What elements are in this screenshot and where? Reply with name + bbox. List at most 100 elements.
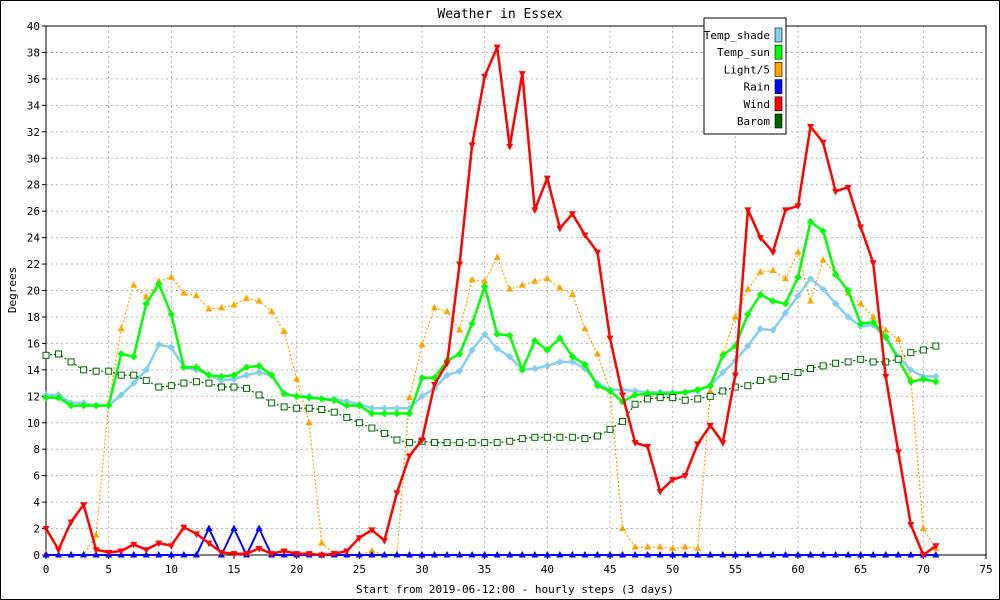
data-point-barom: [255, 391, 263, 399]
data-point-rain: [781, 551, 789, 558]
data-point-wind: [882, 373, 890, 381]
data-point-barom: [819, 362, 827, 370]
data-point-temp-sun: [230, 371, 238, 379]
data-point-wind: [343, 548, 351, 556]
data-point-wind: [468, 142, 476, 150]
data-point-barom: [807, 365, 815, 373]
data-point-barom: [205, 379, 213, 387]
series-line-light-5: [45, 251, 937, 556]
data-point-temp-sun: [205, 371, 213, 379]
data-point-wind: [543, 175, 551, 183]
data-point-rain: [744, 551, 752, 558]
data-point-barom: [706, 392, 714, 400]
data-point-barom: [330, 408, 338, 416]
data-point-wind: [42, 526, 50, 533]
data-point-rain: [55, 551, 63, 558]
data-point-temp-shade: [844, 313, 852, 321]
data-point-light-5: [255, 297, 263, 304]
data-point-temp-shade: [242, 371, 251, 379]
data-point-temp-sun: [480, 282, 489, 291]
data-point-wind: [518, 71, 526, 78]
data-point-light-5: [756, 267, 764, 275]
data-point-temp-sun: [493, 330, 501, 338]
y-tick-label: 20: [27, 285, 40, 298]
data-point-wind: [568, 211, 576, 218]
y-tick-label: 16: [27, 337, 40, 350]
y-tick-label: 24: [27, 232, 41, 245]
data-point-temp-sun: [769, 297, 777, 305]
data-point-barom: [192, 378, 200, 386]
data-point-barom: [619, 417, 627, 425]
data-point-rain: [807, 551, 815, 558]
data-point-rain: [468, 551, 476, 558]
data-point-temp-shade: [455, 367, 464, 375]
data-point-temp-sun: [330, 396, 338, 404]
series-barom: [42, 342, 940, 447]
data-point-temp-sun: [556, 334, 564, 342]
data-point-barom: [405, 439, 413, 447]
data-point-rain: [631, 551, 639, 558]
y-tick-label: 18: [27, 311, 40, 324]
data-point-rain: [92, 551, 100, 558]
data-point-rain: [142, 551, 150, 558]
data-point-wind: [318, 552, 326, 559]
data-point-wind: [330, 551, 338, 558]
data-point-wind: [606, 335, 614, 343]
data-point-temp-shade: [443, 371, 451, 379]
data-point-barom: [869, 358, 877, 366]
data-point-wind: [556, 225, 564, 233]
data-point-barom: [894, 355, 902, 363]
data-point-light-5: [706, 387, 714, 394]
data-point-light-5: [468, 275, 476, 283]
y-tick-label: 14: [27, 364, 41, 377]
chart-title: Weather in Essex: [437, 7, 562, 22]
data-point-wind: [67, 519, 75, 526]
data-point-barom: [857, 355, 865, 363]
data-point-wind: [167, 543, 175, 550]
data-point-temp-sun: [543, 346, 552, 354]
data-point-wind: [756, 235, 764, 242]
y-tick-label: 36: [27, 73, 40, 86]
data-point-barom: [318, 406, 326, 414]
series-layer: [42, 44, 940, 559]
data-point-wind: [857, 224, 865, 232]
data-point-temp-sun: [506, 331, 514, 340]
data-point-temp-shade: [142, 366, 150, 374]
y-tick-label: 12: [27, 390, 40, 403]
data-point-rain: [656, 551, 664, 558]
data-point-temp-sun: [694, 385, 702, 394]
data-point-temp-sun: [368, 409, 376, 418]
data-point-temp-shade: [543, 362, 552, 370]
data-point-light-5: [92, 531, 100, 538]
x-tick-label: 30: [415, 563, 428, 576]
data-point-light-5: [694, 544, 702, 551]
data-point-wind: [105, 549, 113, 557]
data-point-temp-shade: [531, 364, 539, 373]
data-point-light-5: [568, 290, 576, 297]
data-point-temp-shade: [255, 368, 263, 377]
data-point-temp-shade: [418, 392, 426, 401]
data-point-barom: [756, 376, 764, 384]
data-point-temp-sun: [882, 333, 890, 341]
data-point-temp-sun: [518, 366, 526, 374]
data-point-wind: [694, 441, 702, 448]
data-point-rain: [819, 551, 827, 558]
x-tick-label: 60: [791, 563, 804, 576]
data-point-rain: [380, 551, 388, 558]
data-point-rain: [857, 551, 865, 558]
data-point-barom: [155, 383, 163, 391]
data-point-light-5: [882, 326, 890, 333]
data-point-temp-shade: [217, 376, 226, 385]
data-point-temp-sun: [744, 310, 752, 319]
data-point-light-5: [180, 289, 188, 296]
y-tick-label: 8: [33, 443, 40, 456]
data-point-barom: [832, 359, 840, 367]
data-point-rain: [907, 551, 915, 558]
data-point-rain: [568, 551, 576, 558]
data-point-barom: [243, 384, 251, 392]
y-tick-label: 26: [27, 205, 40, 218]
data-point-rain: [67, 551, 75, 558]
legend-swatch-wind: [774, 96, 783, 112]
data-point-rain: [681, 551, 689, 558]
